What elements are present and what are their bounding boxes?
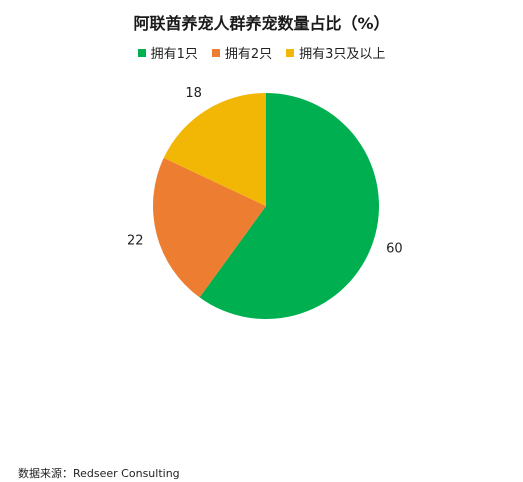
pie-slice-1 (199, 92, 379, 319)
legend-item-2: 拥有2只 (211, 43, 273, 62)
source-note: 数据来源：Redseer Consulting (18, 467, 180, 480)
pie-slice-2 (153, 157, 266, 298)
legend-swatch-1 (137, 48, 146, 57)
data-label-1: 60 (386, 242, 403, 257)
data-label-3: 18 (185, 86, 202, 101)
legend-swatch-3 (286, 48, 295, 57)
pie-slice-3 (163, 93, 266, 206)
chart-title: 阿联酋养宠人群养宠数量占比（%） (133, 14, 390, 33)
legend-label-1: 拥有1只 (150, 47, 198, 62)
legend-item-3: 拥有3只及以上 (286, 43, 385, 62)
legend-label-2: 拥有2只 (224, 47, 273, 62)
legend-item-1: 拥有1只 (137, 43, 198, 62)
legend-label-3: 拥有3只及以上 (299, 47, 386, 62)
legend: 拥有1只 拥有2只 拥有3只及以上 (0, 43, 523, 62)
data-label-2: 22 (127, 234, 144, 249)
legend-swatch-2 (211, 48, 220, 57)
